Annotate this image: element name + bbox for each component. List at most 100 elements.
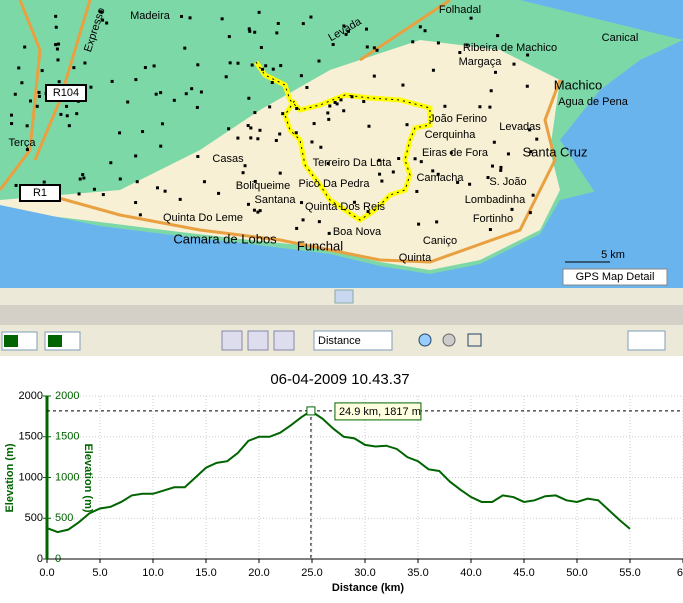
poi bbox=[465, 43, 469, 47]
color-swatch bbox=[4, 335, 18, 347]
poi bbox=[40, 69, 44, 73]
place-label: Lombadinha bbox=[465, 194, 526, 206]
poi bbox=[506, 152, 510, 156]
place-label: João Ferino bbox=[429, 113, 487, 125]
poi bbox=[478, 105, 482, 109]
poi bbox=[155, 186, 159, 190]
annotation-box bbox=[334, 402, 422, 421]
dropdown[interactable] bbox=[627, 330, 666, 351]
poi bbox=[378, 172, 382, 176]
poi bbox=[327, 231, 331, 235]
poi bbox=[83, 61, 87, 65]
poi bbox=[531, 193, 535, 197]
poi bbox=[35, 104, 39, 108]
poi bbox=[202, 180, 206, 184]
poi bbox=[253, 179, 257, 183]
place-label: S. João bbox=[489, 176, 526, 188]
place-label: Fortinho bbox=[473, 213, 513, 225]
y2-axis-title: Elevation (m) bbox=[82, 443, 94, 512]
poi bbox=[415, 189, 419, 193]
y-tick-label: 1500 bbox=[19, 431, 43, 443]
poi bbox=[25, 124, 29, 128]
poi bbox=[413, 157, 417, 161]
poi bbox=[317, 59, 321, 63]
poi bbox=[468, 182, 472, 186]
poi bbox=[178, 197, 182, 201]
poi bbox=[279, 64, 283, 68]
place-label: Canical bbox=[602, 32, 639, 44]
y2-tick-label: 1000 bbox=[55, 471, 79, 483]
place-label: Levadas bbox=[499, 121, 541, 133]
layer-label: GPS Map Detail bbox=[576, 271, 655, 283]
color-swatch bbox=[48, 335, 62, 347]
poi bbox=[20, 81, 24, 85]
poi bbox=[528, 128, 532, 132]
poi bbox=[54, 14, 58, 18]
poi bbox=[258, 209, 262, 213]
x-tick-label: 0.0 bbox=[39, 567, 54, 579]
poi bbox=[443, 104, 447, 108]
poi bbox=[510, 207, 514, 211]
poi bbox=[362, 100, 366, 104]
poi bbox=[101, 193, 105, 197]
poi bbox=[257, 10, 261, 14]
crosshair-marker bbox=[306, 406, 316, 416]
x-tick-label: 15.0 bbox=[195, 567, 216, 579]
poi bbox=[295, 106, 299, 110]
crosshair-button[interactable] bbox=[221, 330, 243, 351]
poi bbox=[138, 213, 142, 217]
poi bbox=[301, 218, 305, 222]
poi bbox=[184, 92, 188, 96]
poi bbox=[56, 58, 60, 62]
poi bbox=[488, 228, 492, 232]
fill-button[interactable] bbox=[247, 330, 269, 351]
poi bbox=[75, 112, 79, 116]
poi bbox=[54, 43, 58, 47]
poi bbox=[326, 162, 330, 166]
zoom-out[interactable] bbox=[442, 333, 456, 347]
poi bbox=[159, 144, 163, 148]
place-label: Santana bbox=[255, 194, 297, 206]
layer-box bbox=[562, 268, 668, 286]
poi bbox=[490, 164, 494, 168]
poi bbox=[199, 90, 203, 94]
place-label: Casas bbox=[212, 153, 244, 165]
poi bbox=[59, 112, 63, 116]
place-label: Pico Da Pedra bbox=[299, 178, 371, 190]
poi bbox=[333, 100, 337, 104]
poi bbox=[241, 171, 245, 175]
place-label: Funchal bbox=[297, 238, 343, 253]
poi bbox=[224, 75, 228, 79]
x-tick-label: 30.0 bbox=[354, 567, 375, 579]
poi bbox=[271, 67, 275, 71]
poi bbox=[526, 53, 530, 57]
x-tick-label: 60 bbox=[677, 567, 683, 579]
poi bbox=[236, 61, 240, 65]
poi bbox=[247, 27, 251, 31]
poi bbox=[275, 31, 279, 35]
zoom-in[interactable] bbox=[418, 333, 432, 347]
place-label: Quinta bbox=[399, 252, 432, 264]
poi bbox=[380, 179, 384, 183]
place-label: Boa Nova bbox=[333, 226, 382, 238]
poi bbox=[243, 164, 247, 168]
curve-button[interactable] bbox=[273, 330, 295, 351]
poi bbox=[331, 42, 335, 46]
poi bbox=[190, 87, 194, 91]
poi bbox=[436, 172, 440, 176]
poi bbox=[67, 124, 71, 128]
scroll-thumb[interactable] bbox=[334, 289, 354, 304]
poi bbox=[134, 78, 138, 82]
zoom-fit[interactable] bbox=[467, 333, 482, 347]
poi bbox=[350, 95, 354, 99]
poi bbox=[310, 140, 314, 144]
poi bbox=[65, 114, 69, 118]
poi bbox=[246, 124, 250, 128]
axis-dropdown[interactable] bbox=[313, 330, 393, 351]
poi bbox=[253, 30, 257, 34]
annotation: 24.9 km, 1817 m bbox=[339, 406, 421, 418]
poi bbox=[196, 155, 200, 159]
poi bbox=[152, 64, 156, 68]
place-label: Madeira bbox=[130, 10, 171, 22]
